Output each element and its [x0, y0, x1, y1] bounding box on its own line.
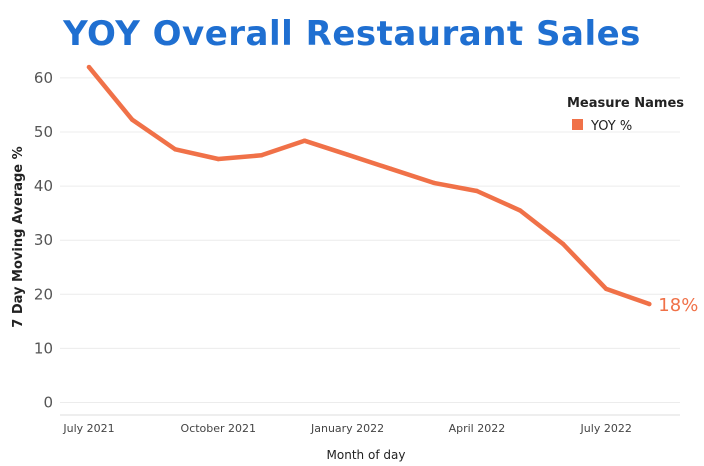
end-value-label: 18%: [658, 295, 698, 316]
series-line-yoy: [86, 64, 652, 307]
y-tick-label: 30: [34, 231, 53, 249]
y-axis-title: 7 Day Moving Average %: [11, 146, 26, 327]
x-tick-label: July 2021: [62, 422, 114, 435]
y-axis-ticks: 0 10 20 30 40 50 60: [34, 69, 53, 412]
data-point: [345, 152, 350, 157]
legend: Measure Names YOY %: [567, 96, 684, 134]
data-point: [431, 180, 436, 186]
x-axis-title: Month of day: [327, 448, 406, 462]
data-point: [560, 241, 566, 247]
data-point: [216, 156, 221, 162]
chart-title: YOY Overall Restaurant Sales: [63, 14, 641, 54]
y-tick-label: 0: [43, 394, 53, 412]
data-point: [129, 117, 135, 122]
legend-item-label: YOY %: [590, 119, 632, 134]
y-tick-label: 20: [34, 285, 53, 303]
data-point: [259, 153, 264, 158]
data-point: [86, 64, 92, 70]
data-point: [604, 286, 609, 292]
gridlines: [60, 77, 680, 403]
data-point: [474, 188, 480, 194]
legend-title: Measure Names: [567, 96, 684, 111]
legend-swatch: [572, 119, 583, 130]
data-point: [302, 138, 307, 143]
data-point: [173, 147, 178, 152]
y-tick-label: 50: [34, 123, 53, 141]
data-point: [647, 301, 652, 307]
y-tick-label: 60: [34, 69, 53, 87]
x-tick-label: July 2022: [580, 422, 632, 435]
x-tick-label: October 2021: [181, 422, 257, 435]
y-tick-label: 40: [34, 177, 53, 195]
x-tick-label: January 2022: [310, 422, 384, 435]
y-tick-label: 10: [34, 339, 53, 357]
x-tick-label: April 2022: [449, 422, 506, 435]
data-point: [388, 166, 393, 171]
x-axis-ticks: July 2021 October 2021 January 2022 April 2…: [62, 422, 631, 435]
series-layer: [86, 64, 652, 307]
data-point: [517, 208, 523, 213]
